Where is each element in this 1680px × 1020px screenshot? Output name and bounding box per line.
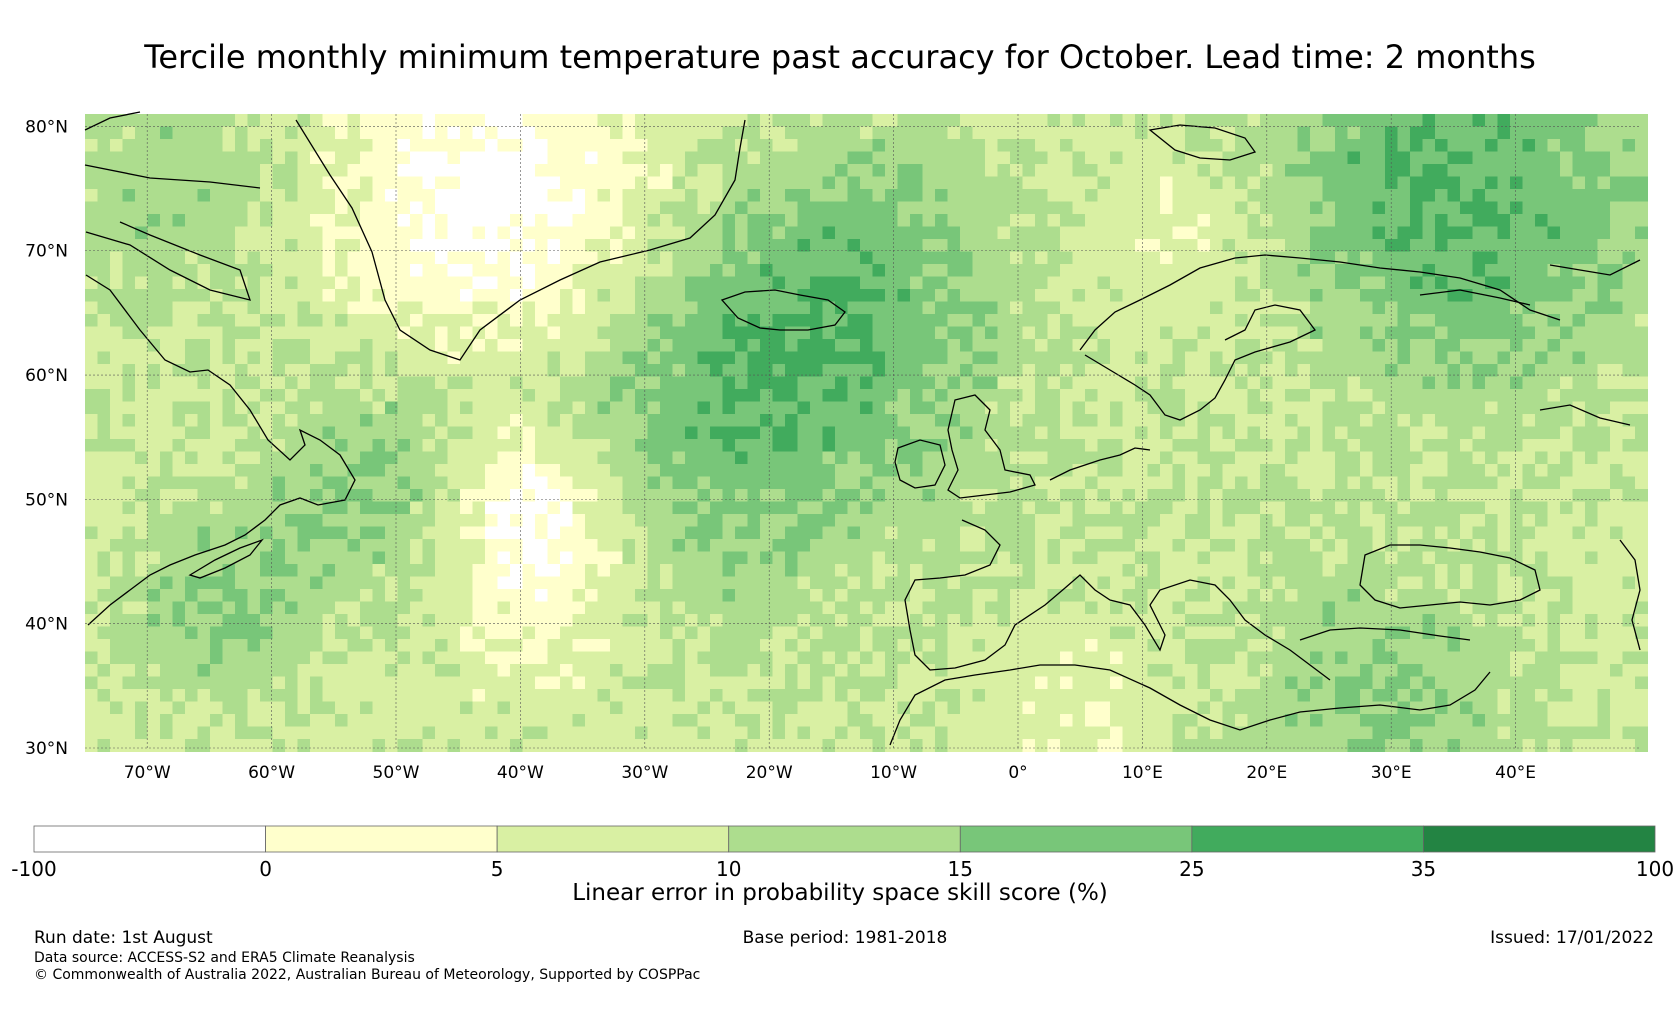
coastline-russia-north (1539, 404, 1631, 426)
colorbar-tick-label: 15 (948, 857, 973, 881)
lon-tick-label: 40°E (1495, 763, 1536, 783)
colorbar-segment (265, 825, 498, 853)
coastline-labrador (85, 274, 356, 626)
coastline-great-britain (947, 394, 1036, 499)
lon-tick-label: 20°E (1246, 763, 1287, 783)
colorbar: -100 0 5 10 15 25 35 100 (11, 825, 1674, 881)
lat-tick-label: 60°N (25, 366, 68, 386)
colorbar-tick-label: 0 (259, 857, 272, 881)
lon-tick-label: 70°W (124, 763, 171, 783)
coastline-scandinavia (1079, 254, 1561, 421)
coastline-turkey (1299, 627, 1471, 641)
colorbar-tick-label: -100 (11, 857, 56, 881)
lon-tick-label: 20°W (746, 763, 793, 783)
coastline-black-sea (1359, 544, 1541, 609)
colorbar-tick-label: 10 (716, 857, 741, 881)
colorbar-segment (959, 825, 1193, 853)
skill-score-field (85, 114, 1648, 752)
lon-tick-label: 30°E (1371, 763, 1412, 783)
run-date: Run date: 1st August (34, 928, 213, 948)
colorbar-segment (1423, 825, 1656, 853)
coastline-western-europe (904, 447, 1331, 681)
lon-tick-label: 10°E (1122, 763, 1163, 783)
colorbar-tick-label: 5 (491, 857, 504, 881)
coastline-ireland (894, 439, 946, 489)
lat-tick-label: 30°N (25, 739, 68, 759)
colorbar-tick-label: 25 (1179, 857, 1204, 881)
lon-tick-label: 30°W (621, 763, 668, 783)
colorbar-segment (496, 825, 730, 853)
issued-date: Issued: 17/01/2022 (1490, 928, 1654, 948)
lat-tick-label: 80°N (25, 117, 68, 137)
lat-tick-label: 40°N (25, 615, 68, 635)
coastline-iceland (720, 289, 846, 331)
coastline-caspian (1619, 539, 1641, 651)
lon-tick-label: 10°W (870, 763, 917, 783)
coastline-greenland (295, 119, 746, 361)
lon-tick-label: 60°W (248, 763, 295, 783)
coastline-nova-scotia (188, 538, 264, 579)
colorbar-tick-label: 100 (1636, 857, 1674, 881)
lon-tick-label: 0° (1008, 763, 1027, 783)
lat-tick-label: 70°N (25, 242, 68, 262)
data-source: Data source: ACCESS-S2 and ERA5 Climate … (34, 950, 415, 966)
coastline-kola (1419, 259, 1641, 306)
copyright: © Commonwealth of Australia 2022, Austra… (34, 967, 701, 983)
base-period: Base period: 1981-2018 (742, 928, 948, 948)
coastlines (84, 111, 1641, 746)
map-title: Tercile monthly minimum temperature past… (144, 38, 1536, 76)
colorbar-tick-label: 35 (1411, 857, 1436, 881)
map-axes: 80°N 70°N 60°N 50°N 40°N 30°N 70°W 60°W 50°W 40°W… (25, 117, 1536, 783)
colorbar-label: Linear error in probability space skill … (572, 880, 1108, 906)
colorbar-segment (728, 825, 961, 853)
lat-tick-label: 50°N (25, 490, 68, 510)
lon-tick-label: 40°W (497, 763, 544, 783)
colorbar-segment (33, 825, 266, 853)
colorbar-segment (1191, 825, 1424, 853)
coastline-north-africa (889, 664, 1491, 746)
coastline-baffin (84, 111, 261, 301)
coastline-svalbard (1148, 124, 1257, 161)
lon-tick-label: 50°W (373, 763, 420, 783)
graticule (85, 114, 1640, 749)
